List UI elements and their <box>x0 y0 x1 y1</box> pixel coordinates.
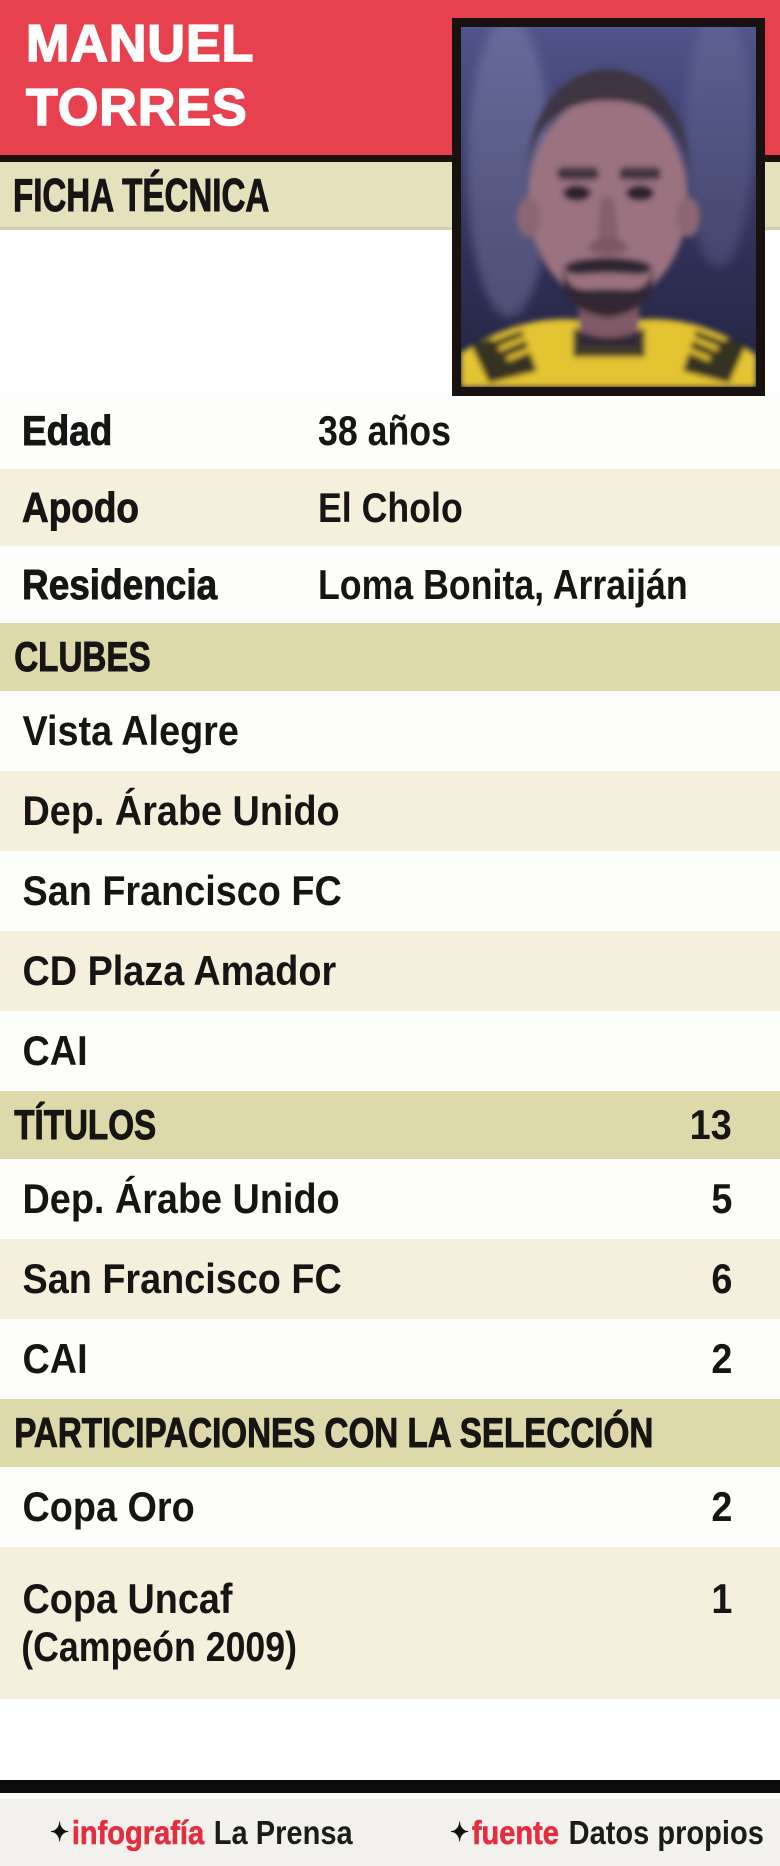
table-row: CAI 2 <box>0 1319 780 1399</box>
row-label: Dep. Árabe Unido <box>22 787 340 834</box>
row-value: 6 <box>710 1255 732 1302</box>
player-portrait-image <box>461 27 756 387</box>
row-line: Edad 38 años <box>0 406 780 455</box>
credit-value: La Prensa <box>213 1813 353 1851</box>
table-row: Copa Uncaf 1 (Campeón 2009) <box>0 1547 780 1699</box>
row-line: Copa Uncaf 1 <box>0 1575 780 1623</box>
fact-table: Edad 38 años Apodo El Cholo Residencia Loma B… <box>0 392 780 1699</box>
row-label: CAI <box>22 1027 88 1074</box>
star-icon: ✦ <box>50 1817 70 1847</box>
credit-value: Datos propios <box>568 1813 764 1851</box>
credit-fuente: ✦ fuente Datos propios <box>449 1813 764 1852</box>
row-label: San Francisco FC <box>22 1255 342 1302</box>
row-label: Copa Oro <box>22 1483 195 1530</box>
row-line: Copa Oro 2 <box>0 1483 780 1531</box>
table-row: CD Plaza Amador <box>0 931 780 1011</box>
section-header: PARTICIPACIONES CON LA SELECCIÓN <box>0 1399 780 1467</box>
row-label: Dep. Árabe Unido <box>22 1175 340 1222</box>
row-label: Copa Uncaf <box>22 1575 233 1622</box>
bottom-whitespace <box>0 1699 780 1780</box>
player-photo <box>452 18 765 396</box>
row-line: Apodo El Cholo <box>0 483 780 532</box>
ficha-tecnica-label: FICHA TÉCNICA <box>12 168 270 221</box>
credit-infografia: ✦ infografía La Prensa <box>50 1813 353 1852</box>
table-row: San Francisco FC <box>0 851 780 931</box>
table-row: San Francisco FC 6 <box>0 1239 780 1319</box>
page-title-line2: TORRES <box>25 78 248 138</box>
table-row: Copa Oro 2 <box>0 1467 780 1547</box>
field-label: Edad <box>22 406 113 454</box>
row-value: 2 <box>710 1335 732 1382</box>
table-row: Dep. Árabe Unido 5 <box>0 1159 780 1239</box>
section-title: CLUBES <box>14 633 151 681</box>
row-label: CAI <box>22 1335 88 1382</box>
field-label: Residencia <box>22 560 218 608</box>
field-value: 38 años <box>318 406 451 454</box>
row-line: Vista Alegre <box>0 707 780 755</box>
row-line: San Francisco FC <box>0 867 780 915</box>
section-title: TÍTULOS <box>14 1101 157 1149</box>
row-line: CAI 2 <box>0 1335 780 1383</box>
field-value: El Cholo <box>318 483 463 531</box>
row-label: Vista Alegre <box>22 707 239 754</box>
row-line: (Campeón 2009) <box>0 1623 780 1671</box>
row-line: CAI <box>0 1027 780 1075</box>
page-title-line1: MANUEL <box>25 14 255 74</box>
row-label: San Francisco FC <box>22 867 342 914</box>
section-total: 13 <box>689 1101 732 1148</box>
credit-label: fuente <box>471 1813 559 1851</box>
row-line: Dep. Árabe Unido 5 <box>0 1175 780 1223</box>
profile-row: Residencia Loma Bonita, Arraiján <box>0 546 780 623</box>
credits-footer: ✦ infografía La Prensa ✦ fuente Datos pr… <box>0 1799 780 1866</box>
profile-row: Edad 38 años <box>0 392 780 469</box>
bottom-rule <box>0 1780 780 1793</box>
row-value: 2 <box>710 1483 732 1530</box>
table-row: CAI <box>0 1011 780 1091</box>
row-line: CLUBES <box>0 633 780 681</box>
star-icon: ✦ <box>449 1817 470 1847</box>
row-line: San Francisco FC 6 <box>0 1255 780 1303</box>
field-value: Loma Bonita, Arraiján <box>318 560 688 608</box>
profile-row: Apodo El Cholo <box>0 469 780 546</box>
credit-label: infografía <box>71 1813 205 1851</box>
field-label: Apodo <box>22 483 140 531</box>
row-line: Dep. Árabe Unido <box>0 787 780 835</box>
row-label: CD Plaza Amador <box>22 947 337 994</box>
section-title: PARTICIPACIONES CON LA SELECCIÓN <box>14 1409 654 1457</box>
row-note: (Campeón 2009) <box>21 1623 298 1670</box>
section-header: CLUBES <box>0 623 780 691</box>
row-line: TÍTULOS 13 <box>0 1101 780 1149</box>
table-row: Vista Alegre <box>0 691 780 771</box>
row-line: CD Plaza Amador <box>0 947 780 995</box>
section-header: TÍTULOS 13 <box>0 1091 780 1159</box>
row-line: PARTICIPACIONES CON LA SELECCIÓN <box>0 1409 780 1457</box>
table-row: Dep. Árabe Unido <box>0 771 780 851</box>
row-line: Residencia Loma Bonita, Arraiján <box>0 560 780 609</box>
rule-gap <box>0 1793 780 1799</box>
row-value: 1 <box>710 1575 732 1622</box>
row-value: 5 <box>710 1175 732 1222</box>
banner-divider <box>0 155 780 162</box>
